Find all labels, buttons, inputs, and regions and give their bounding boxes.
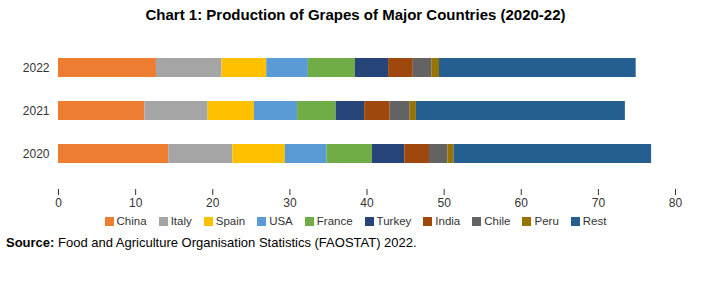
html-text:China: China [116,215,147,227]
svg-text:80: 80 [669,196,683,210]
svg-text:20: 20 [206,196,220,210]
svg-text:30: 30 [283,196,297,210]
html-text:Rest: Rest [582,215,607,227]
svg-text:40: 40 [360,196,374,210]
html-text:Spain: Spain [215,215,246,227]
svg-text:10: 10 [129,196,143,210]
svg-text:70: 70 [592,196,606,210]
html-text:Source: Food and Agriculture O: Source: Food and Agriculture Organisatio… [6,235,417,250]
svg-text:2021: 2021 [23,104,50,118]
svg-text:50: 50 [437,196,451,210]
svg-text:60: 60 [515,196,529,210]
html-text:Turkey: Turkey [376,215,412,227]
html-text:Peru: Peru [534,215,559,227]
html-text:France: France [316,215,353,227]
html-text:USA: USA [269,215,293,227]
svg-text:2022: 2022 [23,61,50,75]
html-text:Italy: Italy [170,215,192,227]
html-text:Chart 1: Production of Grapes: Chart 1: Production of Grapes of Major C… [145,6,566,23]
html-text:India: India [435,215,461,227]
svg-text:2020: 2020 [23,147,50,161]
svg-text:0: 0 [55,196,62,210]
html-text:Chile: Chile [484,215,511,227]
